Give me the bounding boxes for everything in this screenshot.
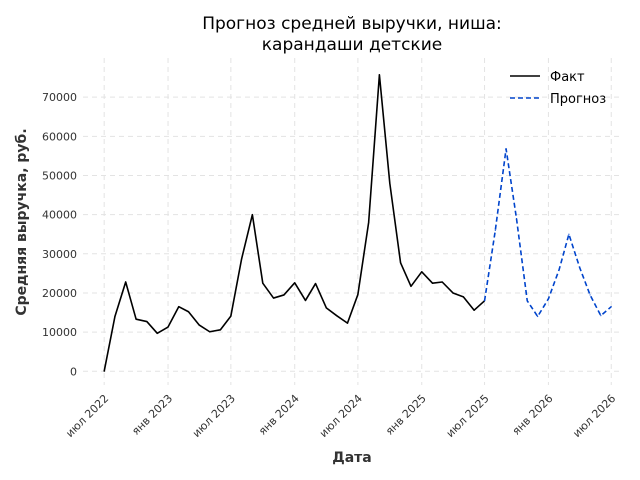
data-point-fact: [399, 262, 402, 264]
y-axis-label: Средняя выручка, руб.: [14, 128, 30, 315]
data-point-fact: [241, 258, 243, 260]
data-point-fact: [283, 294, 285, 296]
data-point-fact: [198, 324, 200, 326]
data-point-fact: [272, 297, 275, 299]
data-point-fact: [114, 315, 116, 318]
data-point-fact: [230, 315, 232, 317]
data-point-fact: [294, 282, 296, 284]
y-tick-label: 30000: [42, 248, 77, 261]
data-point-forecast: [610, 306, 612, 308]
data-point-forecast: [505, 148, 507, 150]
data-point-fact: [421, 271, 423, 273]
y-tick-label: 0: [70, 365, 77, 378]
data-point-fact: [167, 326, 169, 328]
x-axis-label: Дата: [332, 450, 371, 466]
data-point-fact: [378, 74, 380, 76]
data-point-fact: [462, 296, 464, 298]
data-point-forecast: [558, 268, 560, 271]
chart-title-line-2: карандаши детские: [262, 35, 442, 55]
data-point-fact: [473, 309, 475, 311]
data-point-fact: [452, 292, 454, 294]
data-point-fact: [187, 311, 190, 313]
x-tick-label: июл 2024: [317, 392, 365, 440]
data-point-forecast: [515, 217, 518, 220]
x-tick-label: янв 2023: [129, 392, 175, 438]
x-tick-label: июл 2025: [444, 392, 492, 440]
y-tick-label: 20000: [42, 287, 77, 300]
x-tick-label: янв 2025: [383, 392, 429, 438]
x-tick-label: июл 2022: [63, 392, 111, 440]
data-point-forecast: [483, 300, 486, 302]
x-tick-label: янв 2026: [510, 392, 556, 438]
data-point-fact: [346, 322, 349, 324]
data-point-fact: [441, 281, 443, 283]
legend-label-fact: Факт: [550, 70, 585, 85]
data-point-fact: [209, 331, 211, 333]
legend: Факт Прогноз: [510, 70, 606, 107]
x-tick-label: июл 2023: [190, 392, 238, 440]
data-point-fact: [431, 282, 434, 284]
data-point-forecast: [494, 229, 496, 231]
data-point-forecast: [589, 294, 591, 296]
y-tick-label: 10000: [42, 326, 77, 339]
data-point-forecast: [579, 266, 581, 269]
data-point-fact: [325, 307, 327, 309]
data-point-fact: [156, 332, 158, 334]
data-point-forecast: [537, 315, 539, 318]
y-tick-label: 40000: [42, 209, 77, 222]
data-point-fact: [178, 306, 180, 308]
data-point-fact: [336, 315, 338, 317]
x-tick-labels: июл 2022 янв 2023 июл 2023 янв 2024 июл 2024…: [63, 392, 618, 440]
data-point-fact: [368, 221, 370, 224]
data-point-fact: [314, 282, 317, 285]
x-tick-label: июл 2026: [570, 392, 618, 440]
data-point-fact: [262, 282, 264, 284]
data-point-fact: [219, 329, 222, 331]
grid-layer: [83, 58, 622, 385]
series-layer: [103, 74, 612, 372]
y-tick-label: 70000: [42, 91, 77, 104]
data-point-fact: [357, 293, 359, 296]
y-tick-label: 60000: [42, 130, 77, 143]
y-tick-labels: 0 10000 20000 30000 40000 50000 60000 70000: [42, 91, 77, 378]
data-point-fact: [304, 299, 307, 302]
x-tick-label: янв 2024: [256, 392, 302, 438]
data-point-fact: [251, 214, 253, 216]
data-point-fact: [103, 370, 105, 372]
data-point-forecast: [547, 298, 550, 300]
data-point-fact: [410, 285, 412, 287]
chart-title-line-1: Прогноз средней выручки, ниша:: [202, 14, 502, 34]
data-point-fact: [125, 281, 127, 283]
data-point-forecast: [568, 233, 570, 235]
series-line-forecast: [483, 148, 612, 318]
data-point-fact: [389, 182, 391, 184]
legend-label-forecast: Прогноз: [550, 92, 606, 107]
y-tick-label: 50000: [42, 169, 77, 182]
data-point-fact: [135, 318, 137, 320]
data-point-forecast: [526, 300, 528, 302]
data-point-fact: [146, 320, 148, 323]
data-point-forecast: [600, 315, 602, 317]
